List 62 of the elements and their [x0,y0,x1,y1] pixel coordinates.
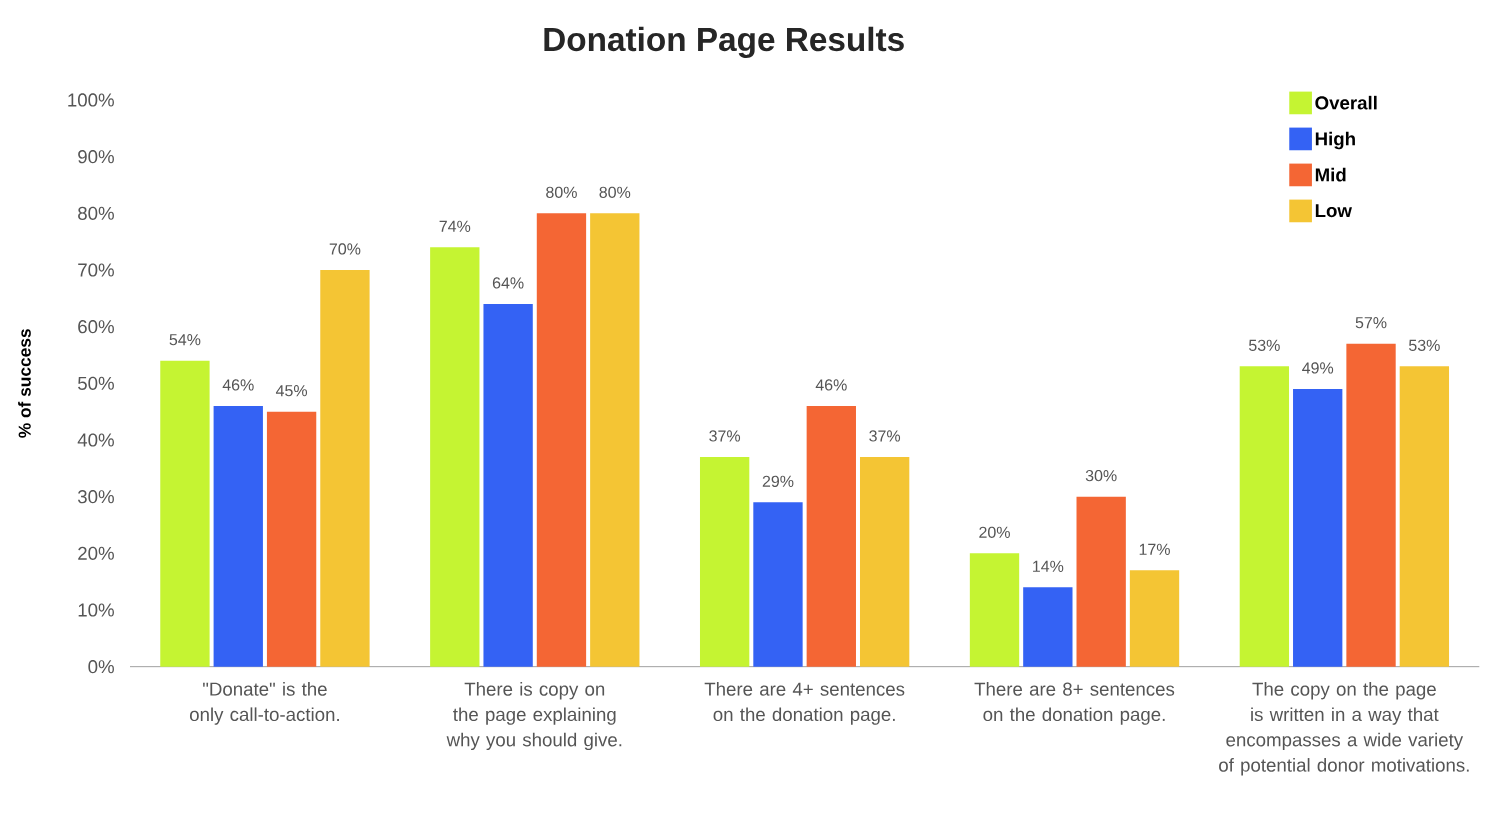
y-tick-label: 30% [77,490,114,504]
data-label: 14% [1033,560,1064,572]
y-tick-label: 10% [78,603,114,617]
data-label: 70% [329,243,361,255]
bar [160,360,210,667]
x-tick-label: There are 8+ sentences on the donation page. [974,682,1175,725]
bar [590,213,640,667]
x-tick-label: The copy on the page is written in a way that encompasses a wide variety of potential donor motivations. [1219,682,1469,776]
bar [536,213,587,667]
bar [430,247,480,667]
chart-title: Donation Page Results [544,26,904,58]
data-label: 17% [1139,543,1170,555]
bar [1129,570,1180,667]
y-tick-label: 20% [78,546,114,560]
data-label: 30% [1085,469,1117,482]
y-tick-label: 40% [77,433,114,447]
data-label: 53% [1249,339,1280,351]
bar [969,553,1020,667]
data-label: 80% [599,186,631,198]
x-tick-label: There are 4+ sentences on the donation page. [704,682,905,725]
x-tick-label: There is copy on the page explaining why you should give. [446,682,622,751]
bar [483,304,533,667]
legend-label: Mid [1315,167,1346,182]
bar [1239,366,1290,667]
y-axis-title: % of success [18,329,31,438]
data-label: 64% [492,277,524,289]
data-label: 46% [222,379,254,391]
data-label: 57% [1355,317,1387,329]
y-tick-label: 60% [78,320,114,334]
y-tick-label: 80% [78,206,114,220]
y-tick-label: 100% [68,93,114,107]
data-label: 74% [439,220,471,232]
bar [213,406,263,667]
bar [753,502,803,667]
y-tick-label: 90% [78,150,114,164]
bar [320,270,370,667]
legend-label: Overall [1315,95,1377,110]
bar [1023,587,1073,667]
bar [806,406,856,667]
x-tick-label: "Donate" is the only call-to-action. [189,682,339,725]
data-label: 53% [1409,339,1440,351]
bar [699,457,750,667]
bar [1076,496,1126,667]
data-label: 37% [869,430,901,442]
y-tick-label: 0% [88,660,114,674]
data-label: 37% [709,430,741,442]
data-label: 49% [1302,362,1334,374]
bar [266,411,317,667]
data-label: 80% [546,186,577,198]
legend-label: High [1315,131,1355,150]
data-label: 29% [762,475,794,487]
y-tick-label: 70% [78,263,114,277]
data-label: 46% [815,379,847,391]
y-tick-label: 50% [78,376,114,390]
bar [1346,343,1396,667]
legend-label: Low [1315,204,1352,218]
bar [859,457,910,667]
bar [1399,366,1450,667]
bar [1293,389,1343,667]
data-label: 45% [275,385,308,397]
data-label: 54% [169,334,201,346]
data-label: 20% [979,526,1010,538]
